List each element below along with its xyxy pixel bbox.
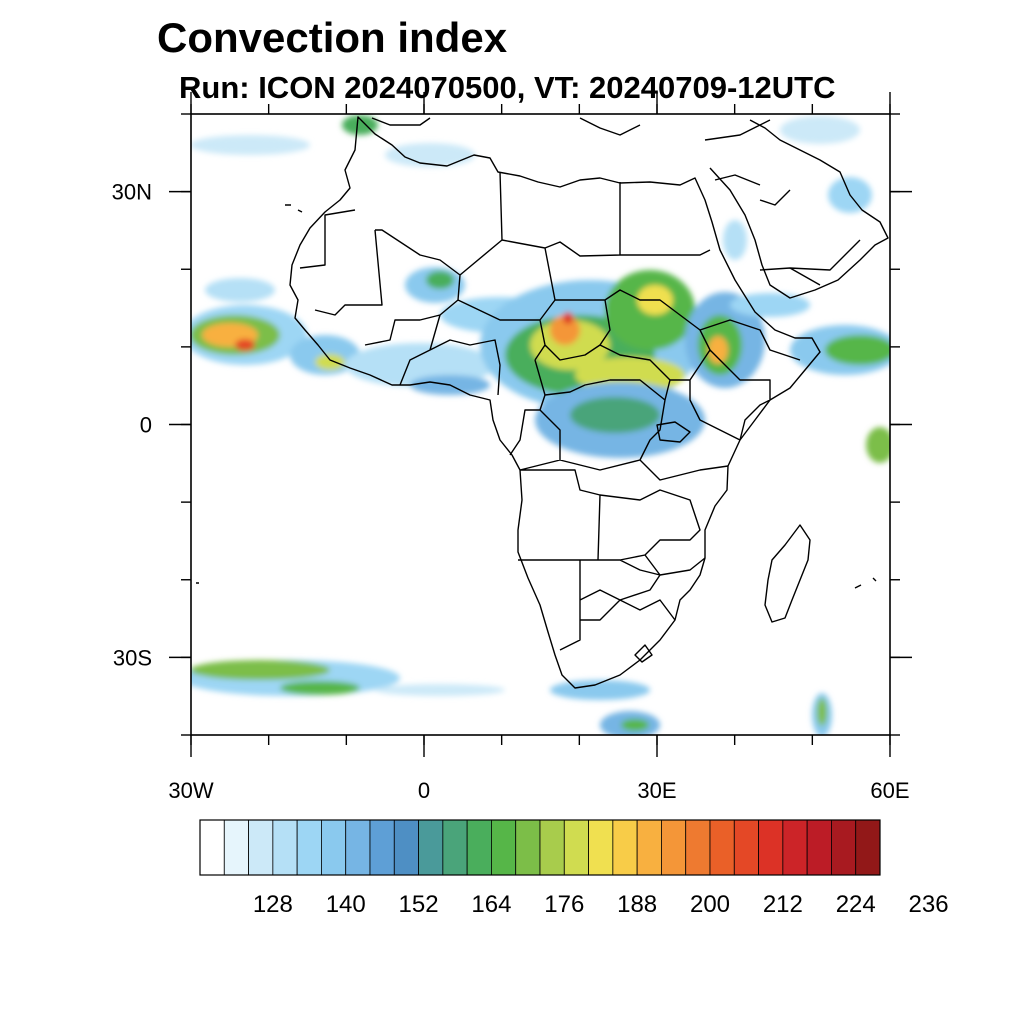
colorbar-swatch [393, 819, 419, 876]
convection-patch [191, 135, 310, 155]
convection-patch [621, 719, 649, 731]
colorbar-swatch [321, 819, 347, 876]
convection-patch [723, 220, 747, 260]
colorbar-label: 164 [471, 891, 511, 918]
convection-patch [342, 115, 378, 135]
mediterranean-coast [371, 117, 771, 141]
colorbar-swatch [248, 819, 274, 876]
convection-patch [825, 335, 890, 365]
colorbar-frame [199, 819, 881, 876]
colorbar-swatch [369, 819, 395, 876]
colorbar-swatch [709, 819, 735, 876]
colorbar-swatch [636, 819, 662, 876]
lat-tick-label: 30N [112, 180, 152, 205]
colorbar-swatch [563, 819, 589, 876]
colorbar-label: 152 [399, 891, 439, 918]
colorbar-label: 140 [326, 891, 366, 918]
colorbar-swatch [491, 819, 517, 876]
colorbar-swatch [806, 819, 832, 876]
convection-patch [866, 427, 890, 463]
colorbar-swatch [442, 819, 468, 876]
colorbar-swatch [272, 819, 298, 876]
convection-patch [235, 339, 255, 351]
country-borders [299, 171, 861, 663]
convection-patch [280, 681, 360, 695]
colorbar-swatch [223, 819, 249, 876]
convection-patch [708, 336, 728, 364]
lon-tick-label: 0 [418, 778, 430, 803]
convection-patch [191, 660, 330, 680]
colorbar-swatch [515, 819, 541, 876]
convection-patch [550, 680, 650, 700]
colorbar-swatch [685, 819, 711, 876]
colorbar-swatch [831, 819, 857, 876]
colorbar-label: 236 [909, 891, 949, 918]
axis-ticks [169, 92, 912, 757]
colorbar-swatch [782, 819, 808, 876]
convection-patch [550, 315, 580, 345]
colorbar-swatch [418, 819, 444, 876]
colorbar-label: 212 [763, 891, 803, 918]
colorbar [199, 819, 881, 876]
lat-tick-label: 0 [140, 413, 152, 438]
arabia-coastline [709, 119, 889, 299]
colorbar-swatch [758, 819, 784, 876]
lat-tick-label: 30S [113, 645, 152, 670]
colorbar-swatch [855, 819, 881, 876]
colorbar-swatch [733, 819, 759, 876]
lon-tick-label: 30E [637, 778, 676, 803]
convection-patch [780, 116, 860, 144]
chart-title: Convection index [157, 14, 508, 61]
colorbar-label: 224 [836, 891, 876, 918]
colorbar-labels: 128 140 152 164 176 188 200 212 224 236 [253, 891, 949, 918]
convection-shading [191, 115, 890, 735]
convection-patch [385, 143, 475, 167]
colorbar-label: 188 [617, 891, 657, 918]
colorbar-label: 200 [690, 891, 730, 918]
convection-field [191, 115, 890, 735]
convection-patch [570, 397, 660, 433]
convection-patch [563, 312, 573, 324]
convection-patch [205, 278, 275, 302]
convection-patch [375, 684, 505, 696]
colorbar-swatch [345, 819, 371, 876]
colorbar-swatch [539, 819, 565, 876]
convection-patch [315, 354, 345, 370]
boundaries [196, 116, 889, 689]
convection-patch [426, 271, 454, 289]
colorbar-swatch [612, 819, 638, 876]
convection-patch [817, 698, 827, 726]
lon-tick-label: 60E [870, 778, 909, 803]
colorbar-swatch [588, 819, 614, 876]
lon-tick-label: 30W [168, 778, 213, 803]
colorbar-swatch [661, 819, 687, 876]
colorbar-label: 128 [253, 891, 293, 918]
colorbar-swatch [466, 819, 492, 876]
colorbar-swatch [296, 819, 322, 876]
madagascar-coastline [764, 524, 811, 623]
convection-patch [730, 293, 810, 317]
colorbar-swatch [199, 819, 225, 876]
axis-tick-labels: 30W 0 30E 60E 30N 0 30S [112, 180, 910, 803]
chart-subtitle: Run: ICON 2024070500, VT: 20240709-12UTC [179, 70, 836, 105]
colorbar-label: 176 [544, 891, 584, 918]
lake-victoria [656, 421, 691, 443]
islands [196, 204, 877, 589]
convection-patch [530, 320, 610, 370]
